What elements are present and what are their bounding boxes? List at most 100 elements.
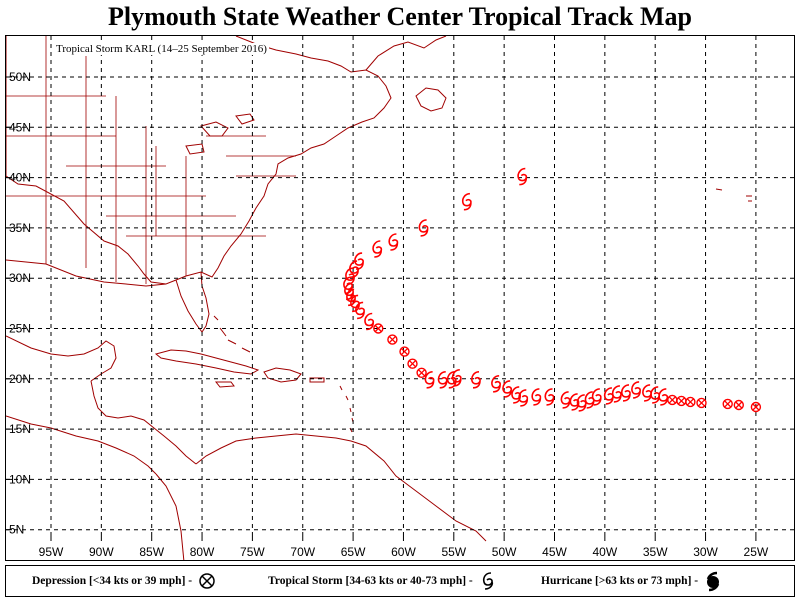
- track-point-tropical-storm: [517, 167, 528, 186]
- legend-tropical-storm: Tropical Storm [34-63 kts or 40-73 mph] …: [268, 566, 499, 596]
- lon-label: 70W: [290, 545, 315, 559]
- jamaica-coastline: [214, 381, 235, 388]
- lat-label: 45N: [9, 120, 31, 134]
- lat-label: 50N: [9, 70, 31, 84]
- track-point-depression: [416, 367, 427, 378]
- lesser-antilles: [339, 385, 354, 433]
- track-point-tropical-storm: [349, 260, 359, 278]
- hispaniola-coastline: [263, 367, 302, 383]
- track-point-tropical-storm: [418, 219, 429, 237]
- track-point-tropical-storm: [354, 252, 364, 270]
- legend-depression: Depression [<34 kts or 39 mph] -: [32, 566, 218, 596]
- track-point-tropical-storm: [446, 370, 457, 389]
- central-america-coastline: [6, 415, 157, 475]
- track-point-depression: [676, 395, 687, 407]
- lon-label: 75W: [240, 545, 265, 559]
- legend-depression-label: Depression [<34 kts or 39 mph] -: [32, 575, 193, 587]
- florida-coastline: [175, 271, 210, 333]
- legend: Depression [<34 kts or 39 mph] - Tropica…: [5, 565, 795, 597]
- track-point-tropical-storm: [650, 386, 661, 404]
- tropical-storm-symbol-icon: [482, 572, 493, 590]
- track-point-tropical-storm: [560, 391, 571, 409]
- track-point-tropical-storm: [372, 240, 383, 258]
- track-point-tropical-storm: [502, 380, 513, 398]
- lon-label: 30W: [693, 545, 718, 559]
- track-point-tropical-storm: [355, 301, 365, 320]
- lon-label: 50W: [492, 545, 517, 559]
- track-point-tropical-storm: [591, 388, 602, 406]
- storm-label: Tropical Storm KARL (14–25 September 201…: [54, 43, 269, 55]
- lat-label: 20N: [9, 372, 31, 386]
- track-point-tropical-storm: [471, 370, 481, 389]
- lat-label: 25N: [9, 322, 31, 336]
- track-point-depression: [733, 399, 744, 411]
- circle-x-icon: [199, 573, 215, 589]
- lon-label: 60W: [391, 545, 416, 559]
- track-point-depression: [722, 398, 733, 410]
- lon-label: 45W: [542, 545, 567, 559]
- puerto-rico-coastline: [309, 377, 325, 383]
- lat-label: 15N: [9, 422, 31, 436]
- lat-label: 40N: [9, 171, 31, 185]
- mexico-coastline: [6, 335, 117, 382]
- lat-lon-grid: [6, 36, 794, 536]
- legend-tropical-storm-label: Tropical Storm [34-63 kts or 40-73 mph] …: [268, 575, 473, 587]
- legend-hurricane: Hurricane [>63 kts or 73 mph] -: [541, 566, 724, 596]
- track-point-tropical-storm: [531, 388, 542, 406]
- lon-label: 55W: [441, 545, 466, 559]
- lat-label: 5N: [9, 523, 24, 537]
- lon-label: 40W: [593, 545, 618, 559]
- track-point-tropical-storm: [388, 233, 399, 251]
- track-point-tropical-storm: [461, 192, 472, 211]
- track-point-tropical-storm: [345, 267, 355, 285]
- track-point-depression: [399, 346, 410, 357]
- coastlines: [6, 36, 752, 560]
- track-point-tropical-storm: [569, 393, 580, 411]
- track-point-tropical-storm: [544, 388, 555, 406]
- atlantic-canada-coastline: [365, 36, 447, 71]
- track-point-depression: [667, 394, 678, 406]
- hurricane-symbol-icon: [706, 571, 720, 592]
- bahamas: [213, 315, 251, 353]
- track-point-tropical-storm: [621, 384, 631, 402]
- lon-label: 90W: [89, 545, 114, 559]
- track-point-tropical-storm: [576, 394, 587, 412]
- lon-label: 25W: [744, 545, 769, 559]
- lon-label: 80W: [190, 545, 215, 559]
- lon-label: 85W: [139, 545, 164, 559]
- lon-label: 35W: [643, 545, 668, 559]
- track-point-tropical-storm: [584, 391, 595, 409]
- map-panel: 50N 45N 40N 35N 30N 25N 20N 15N 10N 5N 95W 90W 85W 8…: [5, 35, 795, 561]
- track-point-tropical-storm: [511, 386, 522, 404]
- track-point-tropical-storm: [611, 385, 622, 403]
- track-point-depression: [387, 334, 398, 345]
- azores: [715, 188, 752, 202]
- lat-label: 10N: [9, 472, 31, 486]
- track-point-depression: [750, 401, 762, 413]
- legend-hurricane-label: Hurricane [>63 kts or 73 mph] -: [541, 575, 699, 587]
- track-point-tropical-storm: [350, 294, 360, 313]
- track-point-tropical-storm: [642, 384, 652, 402]
- storm-track: [343, 167, 762, 413]
- track-point-depression: [685, 396, 696, 408]
- track-point-depression: [696, 397, 707, 409]
- track-point-tropical-storm: [631, 381, 641, 399]
- cuba-coastline: [154, 349, 260, 375]
- lon-label: 95W: [39, 545, 64, 559]
- track-point-tropical-storm: [364, 312, 375, 331]
- track-point-depression: [373, 323, 384, 334]
- lat-label: 30N: [9, 271, 31, 285]
- track-point-tropical-storm: [491, 374, 501, 393]
- south-america-coastline: [195, 433, 487, 542]
- track-point-tropical-storm: [603, 387, 614, 405]
- track-point-depression: [407, 358, 418, 369]
- latitude-labels: 50N 45N 40N 35N 30N 25N 20N 15N 10N 5N: [6, 70, 31, 537]
- longitude-labels: 95W 90W 85W 80W 75W 70W 65W 60W 55W 50W 45W 40W 35W 3…: [39, 536, 769, 559]
- state-borders: [6, 36, 296, 284]
- north-america-coastline: [6, 36, 392, 285]
- track-point-tropical-storm: [518, 389, 529, 407]
- track-point-tropical-storm: [658, 388, 669, 406]
- great-lakes: [185, 113, 255, 155]
- lat-label: 35N: [9, 221, 31, 235]
- map-title: Plymouth State Weather Center Tropical T…: [107, 2, 692, 31]
